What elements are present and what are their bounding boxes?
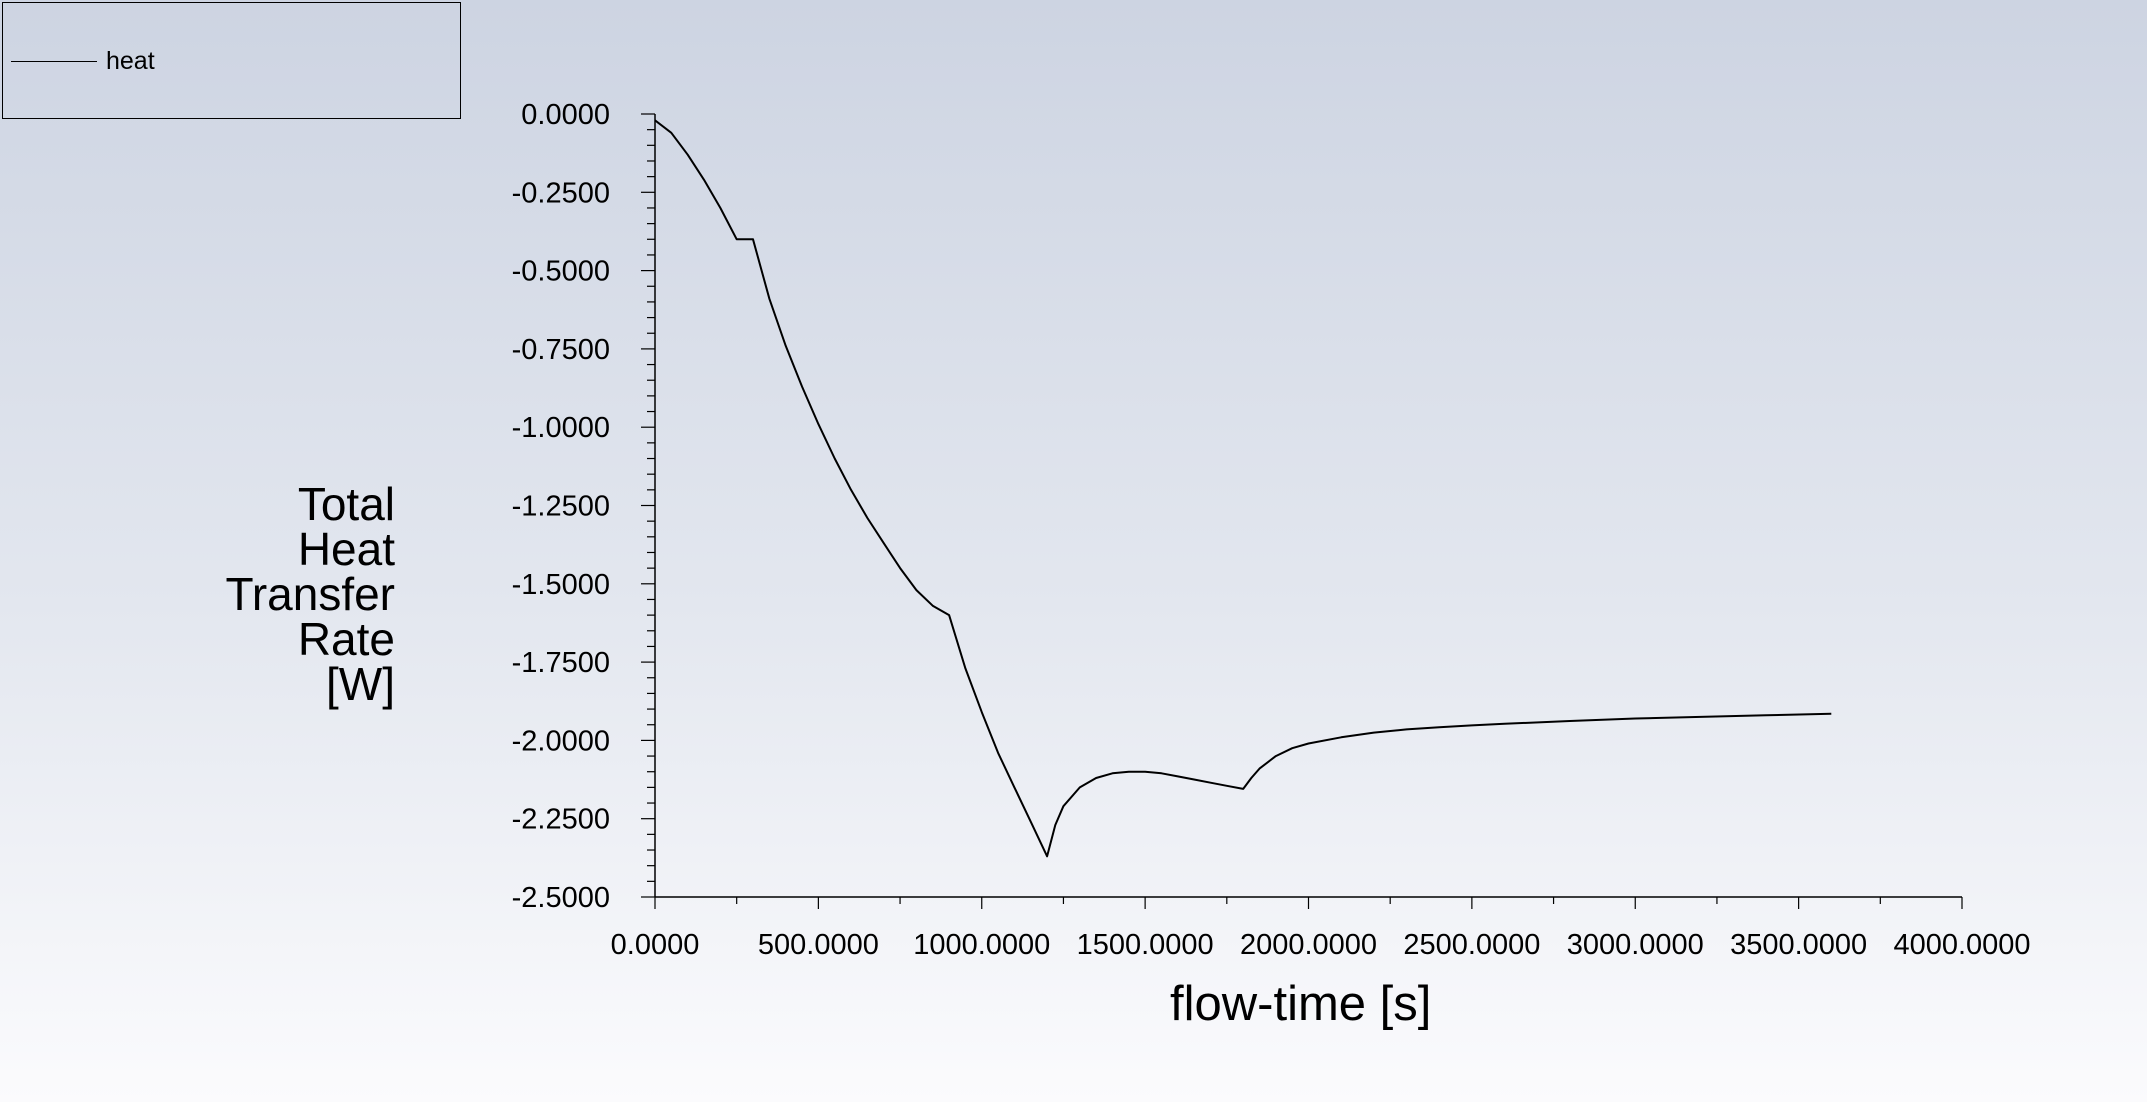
y-axis-label-line: Rate xyxy=(297,613,395,665)
x-axis-label: flow-time [s] xyxy=(1170,977,1432,1031)
x-tick-label: 2500.0000 xyxy=(1403,929,1540,961)
y-axis-label-line: Heat xyxy=(297,523,395,575)
y-tick-label: -1.7500 xyxy=(512,647,610,679)
y-axis-label-line: Transfer xyxy=(225,568,395,620)
y-tick-label: -1.2500 xyxy=(512,491,610,523)
y-axis-label: Total Heat Transfer Rate [W] xyxy=(95,478,395,710)
y-tick-label: -2.2500 xyxy=(512,804,610,836)
x-tick-label: 4000.0000 xyxy=(1893,929,2030,961)
y-tick-label: -2.0000 xyxy=(512,725,610,757)
y-tick-label: -2.5000 xyxy=(512,882,610,914)
y-tick-label: -0.5000 xyxy=(512,256,610,288)
x-tick-label: 1500.0000 xyxy=(1077,929,1214,961)
legend-swatch-heat xyxy=(11,61,97,62)
y-tick-label: -0.7500 xyxy=(512,334,610,366)
y-axis-label-line: Total xyxy=(297,478,395,530)
x-tick-label: 0.0000 xyxy=(611,929,700,961)
x-tick-label: 3500.0000 xyxy=(1730,929,1867,961)
legend-label-heat: heat xyxy=(106,47,155,75)
series-line-heat xyxy=(654,119,1832,858)
y-tick-label: -1.0000 xyxy=(512,412,610,444)
y-tick-label: -0.2500 xyxy=(512,177,610,209)
y-axis-label-line: [W] xyxy=(326,658,395,710)
y-tick-label: 0.0000 xyxy=(521,99,610,131)
x-tick-label: 1000.0000 xyxy=(913,929,1050,961)
x-tick-label: 500.0000 xyxy=(758,929,879,961)
x-tick-label: 3000.0000 xyxy=(1567,929,1704,961)
y-tick-label: -1.5000 xyxy=(512,569,610,601)
legend: heat xyxy=(2,2,461,119)
x-tick-label: 2000.0000 xyxy=(1240,929,1377,961)
